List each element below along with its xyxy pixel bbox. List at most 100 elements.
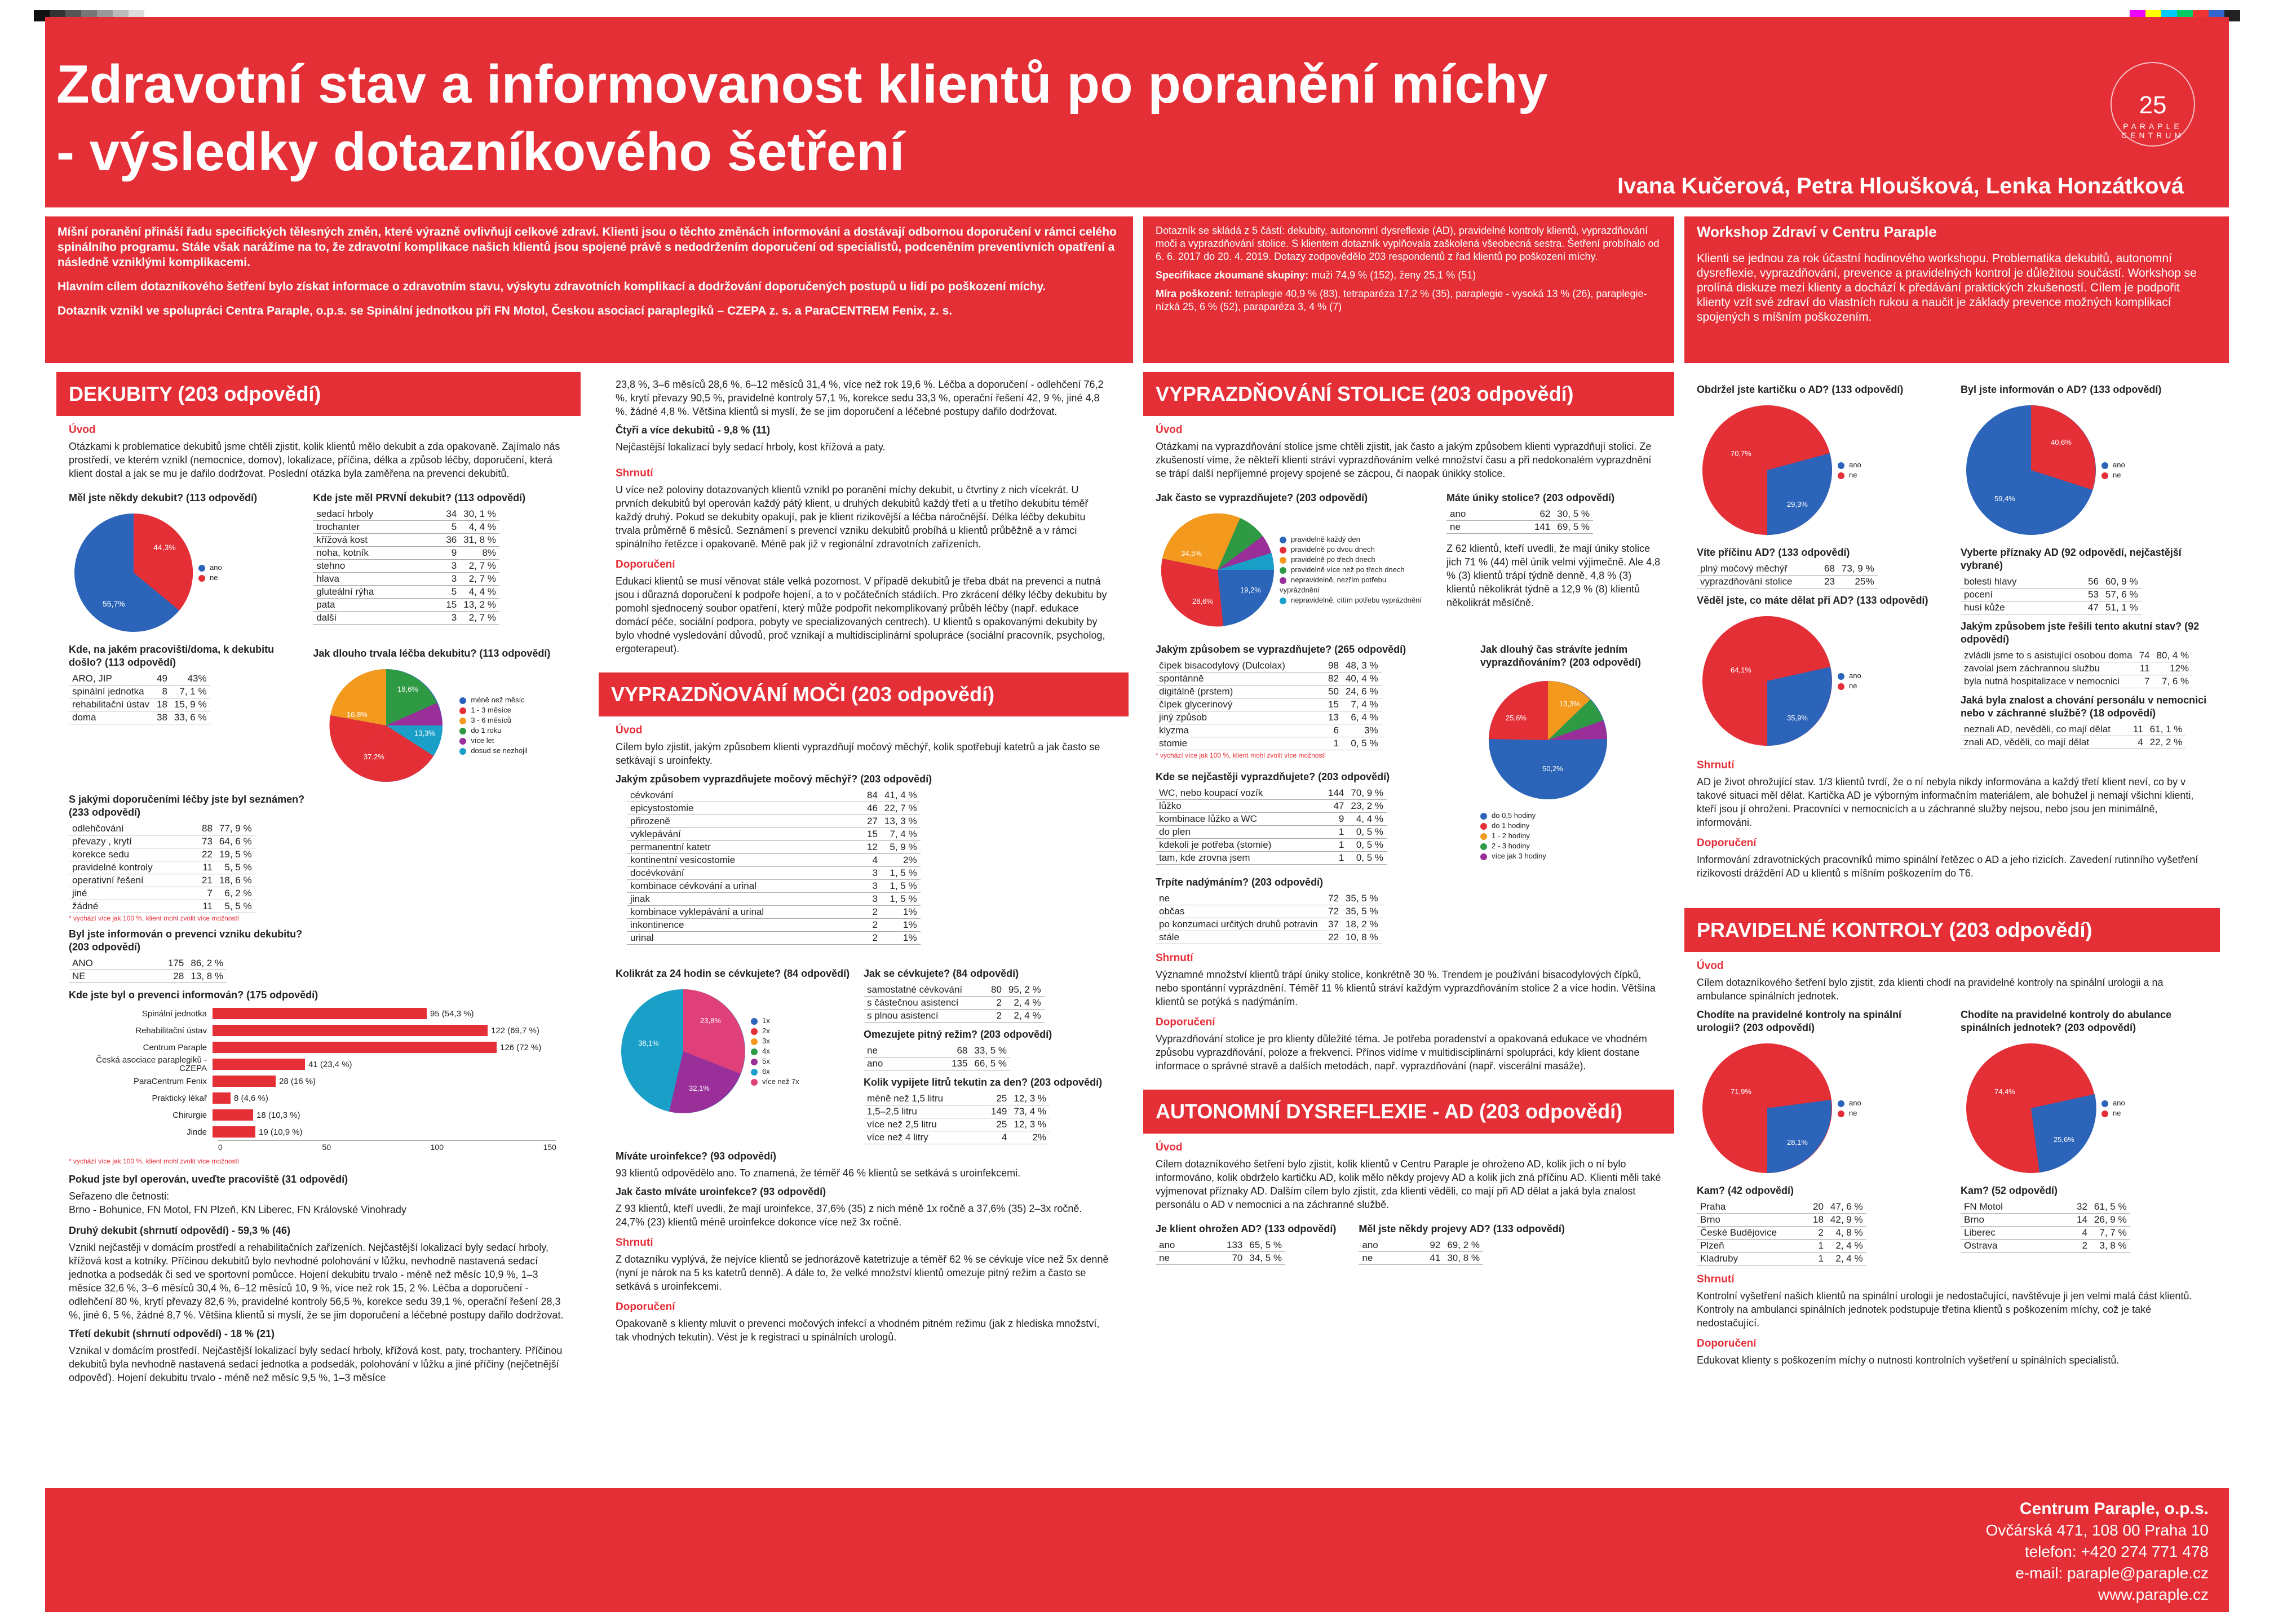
table-row: digitálně (prstem) 50 24, 6 % bbox=[1156, 685, 1382, 698]
table-row: ano 92 69, 2 % bbox=[1359, 1239, 1483, 1252]
svg-text:74,4%: 74,4% bbox=[1994, 1087, 2015, 1096]
pie-chart-informovan: 40,6% 59,4% bbox=[1966, 405, 2096, 535]
svg-text:28,1%: 28,1% bbox=[1787, 1138, 1808, 1147]
table-row: husí kůže 47 51, 1 % bbox=[1961, 601, 2142, 614]
footer: Centrum Paraple, o.p.s. Ovčárská 471, 10… bbox=[45, 1488, 2229, 1612]
table-row: zavolal jsem záchrannou službu 11 12% bbox=[1961, 662, 2193, 675]
kontroly-heading: PRAVIDELNÉ KONTROLY (203 odpovědí) bbox=[1684, 908, 2220, 952]
table-prvni-dekubit: sedací hrboly 34 30, 1 % trochanter 5 4, 4 % k… bbox=[313, 508, 499, 625]
table-row: stomie 1 0, 5 % bbox=[1156, 737, 1382, 750]
legend-item: do 0,5 hodiny bbox=[1480, 811, 1661, 821]
question: Kde, na jakém pracovišti/doma, k dekubit… bbox=[69, 644, 275, 668]
pie-legend: ano ne bbox=[1838, 671, 1861, 691]
svg-text:34,5%: 34,5% bbox=[1181, 549, 1202, 557]
table-row: rehabilitační ústav 18 15, 9 % bbox=[69, 698, 210, 711]
bar-row: Rehabilitační ústav 122 (69,7 %) bbox=[135, 1025, 539, 1036]
table-kam-urologie: Praha 20 47, 6 % Brno 18 42, 9 % České Budějov… bbox=[1697, 1201, 1866, 1265]
text: Z dotazníku vyplývá, že nejvíce klientů … bbox=[616, 1254, 1109, 1292]
legend-item: méně než měsíc bbox=[459, 695, 527, 705]
svg-text:25,6%: 25,6% bbox=[1506, 714, 1527, 722]
legend-item: 5x bbox=[751, 1056, 799, 1067]
table-pricina-ad: plný močový měchýř 68 73, 9 % vyprazdňování… bbox=[1697, 563, 1878, 588]
poster-title: Zdravotní stav a informovanost klientů p… bbox=[56, 54, 1548, 182]
table-row: vyklepávání 15 7, 4 % bbox=[627, 828, 921, 841]
workshop-box: Workshop Zdraví v Centru Paraple Klienti… bbox=[1684, 216, 2229, 363]
table-row: znali AD, věděli, co mají dělat 4 22, 2 % bbox=[1961, 736, 2186, 749]
table-row: kdekoli je potřeba (stomie) 1 0, 5 % bbox=[1156, 838, 1387, 852]
text: Cílem dotazníkového šetření bylo zjistit… bbox=[1156, 1158, 1661, 1210]
table-row: ano 62 30, 5 % bbox=[1446, 508, 1594, 521]
table-jak-cevkujete: samostatné cévkování 80 95, 2 % s částečnou… bbox=[864, 984, 1045, 1023]
text: Opakovaně s klienty mluvit o prevenci mo… bbox=[616, 1318, 1100, 1343]
section-subtitle: Úvod bbox=[69, 424, 96, 436]
column-3: VYPRAZDŇOVÁNÍ STOLICE (203 odpovědí) Úvo… bbox=[1143, 372, 1674, 1474]
footer-web[interactable]: www.paraple.cz bbox=[2098, 1586, 2209, 1603]
pie-legend: ano ne bbox=[1838, 1098, 1861, 1118]
question: Jak často míváte uroinfekce? (93 odpověd… bbox=[616, 1186, 826, 1197]
method-box: Dotazník se skládá z 5 částí: dekubity, … bbox=[1143, 216, 1674, 363]
pie-legend: ano ne bbox=[1838, 460, 1861, 480]
question: Chodíte na pravidelné kontroly na spinál… bbox=[1697, 1009, 1902, 1033]
table-row: více než 2,5 litru 25 12, 3 % bbox=[864, 1118, 1050, 1131]
bar bbox=[213, 1109, 253, 1121]
legend-item: 4x bbox=[751, 1046, 799, 1056]
text: Významné množství klientů trápí úniky st… bbox=[1156, 969, 1656, 1007]
question: Třetí dekubit (shrnutí odpovědí) - 18 % … bbox=[69, 1328, 275, 1339]
table-litru: méně než 1,5 litru 25 12, 3 % 1,5–2,5 litru… bbox=[864, 1092, 1050, 1144]
table-row: kombinace cévkování a urinal 3 1, 5 % bbox=[627, 879, 921, 893]
text: 93 klientů odpovědělo ano. To znamená, ž… bbox=[616, 1167, 1021, 1179]
bar-row: Česká asociace paraplegiků - CZEPA 41 (23… bbox=[96, 1055, 352, 1073]
bar-row: Chirurgie 18 (10,3 %) bbox=[172, 1109, 300, 1121]
legend-item: nepravidelně, nezřím potřebu vyprázdnění bbox=[1280, 576, 1387, 594]
table-row: trochanter 5 4, 4 % bbox=[313, 520, 499, 534]
table-uniky: ano 62 30, 5 % ne 141 69, 5 % bbox=[1446, 508, 1594, 534]
table-row: ANO 175 86, 2 % bbox=[69, 957, 227, 970]
table-row: ano 133 65, 5 % bbox=[1156, 1239, 1286, 1252]
table-row: ne 141 69, 5 % bbox=[1446, 520, 1594, 534]
table-row: občas 72 35, 5 % bbox=[1156, 905, 1382, 918]
question: Jak se cévkujete? (84 odpovědí) bbox=[864, 968, 1019, 979]
table-row: další 3 2, 7 % bbox=[313, 611, 499, 625]
section-subtitle: Doporučení bbox=[1697, 837, 1757, 849]
legend-item: 2 - 3 hodiny bbox=[1480, 841, 1661, 851]
table-row: hlava 3 2, 7 % bbox=[313, 572, 499, 586]
table-pitny-rezim: ne 68 33, 5 % ano 135 66, 5 % bbox=[864, 1045, 1011, 1070]
table-row: čípek bisacodylový (Dulcolax) 98 48, 3 % bbox=[1156, 660, 1382, 672]
text: Vznikal v domácím prostředí. Nejčastější… bbox=[69, 1345, 563, 1383]
legend-item: 1 - 2 hodiny bbox=[1480, 831, 1661, 841]
table-row: jiné 7 6, 2 % bbox=[69, 887, 255, 900]
table-prevence: ANO 175 86, 2 % NE 28 13, 8 % bbox=[69, 957, 227, 983]
bar bbox=[213, 1042, 497, 1053]
table-row: docévkování 3 1, 5 % bbox=[627, 866, 921, 880]
table-row: plný močový měchýř 68 73, 9 % bbox=[1697, 563, 1878, 576]
table-row: přirozeně 27 13, 3 % bbox=[627, 815, 921, 828]
table-row: bolesti hlavy 56 60, 9 % bbox=[1961, 576, 2142, 588]
question: Kam? (52 odpovědí) bbox=[1961, 1185, 2058, 1196]
svg-text:35,9%: 35,9% bbox=[1787, 714, 1808, 722]
intro-box: Míšní poranění přináší řadu specifických… bbox=[45, 216, 1133, 363]
svg-text:55,7%: 55,7% bbox=[103, 599, 125, 608]
table-row: cévkování 84 41, 4 % bbox=[627, 789, 921, 802]
pie-chart-lecba: 18,6% 16,8% 37,2% 13,3% bbox=[329, 669, 443, 782]
bar-row: Praktický lékař 8 (4,6 %) bbox=[152, 1092, 268, 1104]
svg-text:28,6%: 28,6% bbox=[1192, 597, 1213, 605]
footer-email[interactable]: e-mail: paraple@paraple.cz bbox=[2015, 1564, 2209, 1582]
text: Informování zdravotnických pracovníků mi… bbox=[1697, 854, 2198, 879]
text: Otázkami na vyprazdňování stolice jsme c… bbox=[1156, 441, 1652, 479]
table-kam-ambulance: FN Motol 32 61, 5 % Brno 14 26, 9 % Liberec 4 7,… bbox=[1961, 1201, 2130, 1253]
svg-text:38,1%: 38,1% bbox=[638, 1039, 659, 1047]
svg-text:16,8%: 16,8% bbox=[347, 710, 368, 719]
table-row: 1,5–2,5 litru 149 73, 4 % bbox=[864, 1105, 1050, 1118]
footnote: * vychází více jak 100 %, klient mohl zv… bbox=[69, 914, 240, 922]
table-row: Kladruby 1 2, 4 % bbox=[1697, 1252, 1866, 1265]
table-row: samostatné cévkování 80 95, 2 % bbox=[864, 984, 1045, 997]
legend-item: dosud se nezhojil bbox=[459, 746, 528, 756]
footnote: * vychází více jak 100 %, klient mohl zv… bbox=[1156, 751, 1326, 759]
table-row: noha, kotník 9 8% bbox=[313, 546, 499, 560]
legend-item: do 1 roku bbox=[459, 725, 527, 736]
bar bbox=[213, 1059, 305, 1070]
question: Jakým způsobem jste řešili tento akutní … bbox=[1961, 621, 2200, 645]
column-4: Obdržel jste kartičku o AD? (133 odpověd… bbox=[1684, 372, 2220, 1474]
table-row: vyprazdňování stolice 23 25% bbox=[1697, 575, 1878, 588]
question: Kde se nejčastěji vyprazdňujete? (203 od… bbox=[1156, 771, 1390, 782]
